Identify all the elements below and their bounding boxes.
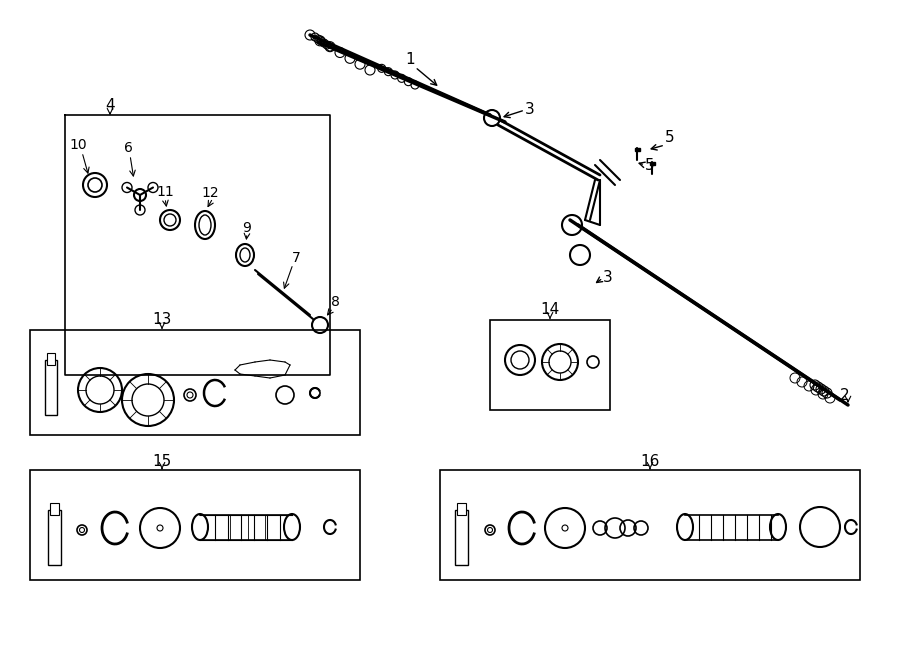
Text: 16: 16: [640, 455, 660, 469]
Bar: [30, 470, 360, 580]
Text: 6: 6: [123, 141, 132, 155]
Text: 5: 5: [665, 130, 675, 145]
Text: 11: 11: [156, 185, 174, 199]
Bar: [635, 148, 640, 151]
Bar: [48, 510, 61, 565]
Bar: [440, 470, 860, 580]
Bar: [457, 503, 466, 515]
Text: 3: 3: [525, 102, 535, 118]
Bar: [650, 162, 655, 165]
Text: 14: 14: [540, 303, 560, 317]
Bar: [30, 330, 360, 435]
Text: 4: 4: [105, 98, 115, 112]
Text: 2: 2: [841, 387, 850, 403]
Text: 7: 7: [292, 251, 301, 265]
Text: 9: 9: [243, 221, 251, 235]
Text: 15: 15: [152, 455, 172, 469]
Text: 8: 8: [330, 295, 339, 309]
Text: 10: 10: [69, 138, 86, 152]
Bar: [50, 503, 59, 515]
Text: 12: 12: [202, 186, 219, 200]
Bar: [455, 510, 468, 565]
Bar: [45, 360, 57, 415]
Text: 13: 13: [152, 313, 172, 327]
Bar: [47, 353, 55, 365]
Bar: [490, 320, 610, 410]
Text: 3: 3: [603, 270, 613, 286]
Text: 5: 5: [645, 157, 655, 173]
Text: 1: 1: [405, 52, 415, 67]
